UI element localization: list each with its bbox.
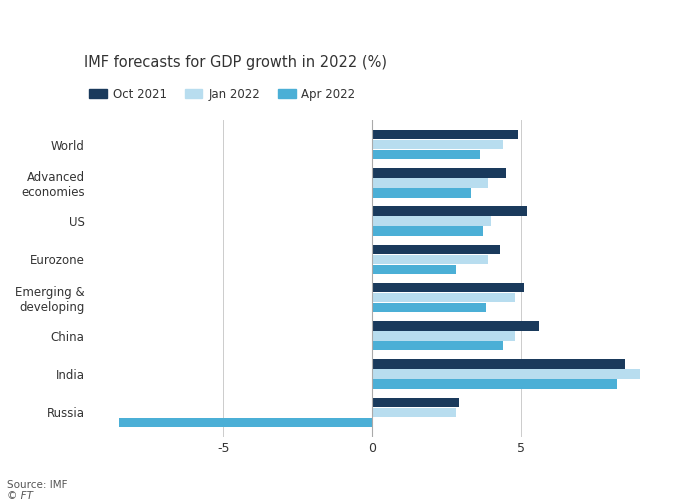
Bar [372,331,515,340]
Text: © FT: © FT [7,491,33,500]
Bar [372,341,503,350]
Bar [372,140,503,149]
Bar [372,244,500,254]
Bar [372,216,491,226]
Bar [372,370,640,379]
Bar [372,254,489,264]
Bar [372,188,470,198]
Bar [372,150,480,160]
Bar [372,206,527,216]
Bar [372,360,625,369]
Bar [372,303,486,312]
Bar [372,398,458,407]
Bar [372,178,489,188]
Bar [372,226,482,236]
Bar [372,380,617,388]
Bar [372,293,515,302]
Legend: Oct 2021, Jan 2022, Apr 2022: Oct 2021, Jan 2022, Apr 2022 [90,88,356,101]
Bar [372,168,506,177]
Bar [372,408,456,417]
Bar [372,321,539,330]
Bar [372,264,456,274]
Bar [372,283,524,292]
Bar [372,130,518,140]
Text: IMF forecasts for GDP growth in 2022 (%): IMF forecasts for GDP growth in 2022 (%) [83,55,386,70]
Text: Source: IMF: Source: IMF [7,480,67,490]
Bar [119,418,372,427]
